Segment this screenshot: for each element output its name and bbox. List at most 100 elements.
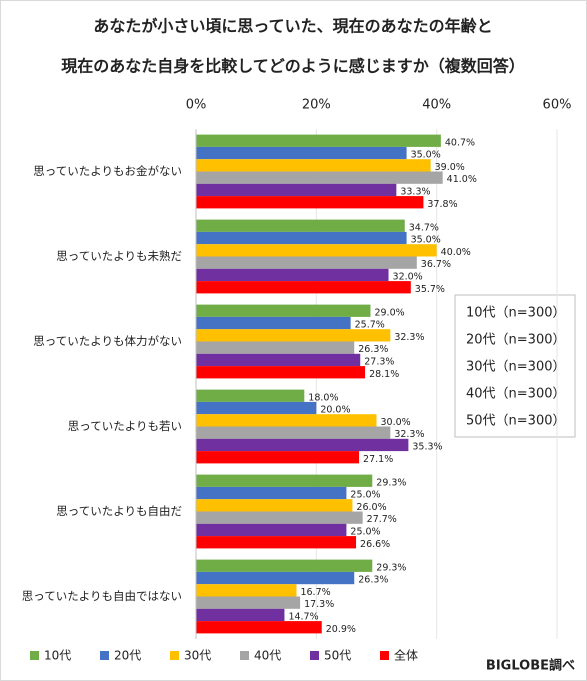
value-label: 27.7% xyxy=(367,514,397,525)
value-label: 32.3% xyxy=(394,332,424,343)
legend-label: 50代 xyxy=(324,649,351,663)
bar xyxy=(196,231,407,245)
bar xyxy=(196,571,355,585)
bar xyxy=(196,219,405,232)
bar xyxy=(196,486,347,500)
value-label: 35.7% xyxy=(415,284,445,295)
bar xyxy=(196,596,301,609)
value-label: 35.0% xyxy=(411,235,441,246)
bar xyxy=(196,196,424,209)
value-label: 35.0% xyxy=(411,150,441,161)
bar xyxy=(196,414,377,427)
legend-swatch xyxy=(380,651,389,660)
value-label: 41.0% xyxy=(447,174,477,185)
bar xyxy=(196,499,353,512)
value-label: 32.0% xyxy=(393,271,423,282)
x-tick-label: 40% xyxy=(422,98,451,113)
value-label: 34.7% xyxy=(409,222,439,233)
x-tick-label: 60% xyxy=(543,98,572,113)
bar xyxy=(196,183,397,197)
bar xyxy=(196,559,373,572)
bar xyxy=(196,511,363,524)
bar xyxy=(196,523,347,537)
sample-note-box xyxy=(454,294,576,438)
value-label: 29.3% xyxy=(376,477,406,488)
sample-note: 20代（n=300） xyxy=(466,333,566,348)
value-label: 29.3% xyxy=(376,562,406,573)
value-label: 17.3% xyxy=(304,599,334,610)
value-label: 25.0% xyxy=(350,526,380,537)
value-label: 36.7% xyxy=(421,259,451,270)
bar xyxy=(196,304,371,317)
value-label: 40.0% xyxy=(441,247,471,258)
category-label: 思っていたよりもお金がない xyxy=(33,164,182,178)
value-label: 25.0% xyxy=(350,490,380,501)
legend-swatch xyxy=(170,651,179,660)
sample-note: 30代（n=300） xyxy=(466,360,566,375)
sample-note: 10代（n=300） xyxy=(466,306,566,321)
bar xyxy=(196,426,391,439)
bar xyxy=(196,146,407,160)
value-label: 26.6% xyxy=(360,539,390,550)
legend-label: 40代 xyxy=(254,649,281,663)
value-label: 20.0% xyxy=(320,405,350,416)
bar xyxy=(196,341,355,354)
legend-label: 全体 xyxy=(394,648,418,663)
sample-note: 40代（n=300） xyxy=(466,387,566,402)
x-tick-label: 20% xyxy=(302,98,331,113)
legend-swatch xyxy=(30,651,39,660)
value-label: 40.7% xyxy=(445,137,475,148)
legend-swatch xyxy=(100,651,109,660)
value-label: 28.1% xyxy=(369,369,399,380)
bar xyxy=(196,134,441,147)
value-label: 37.8% xyxy=(427,199,457,210)
bar xyxy=(196,256,417,269)
legend-label: 30代 xyxy=(184,649,211,663)
legend-label: 20代 xyxy=(114,649,141,663)
bar xyxy=(196,608,285,622)
bar xyxy=(196,401,317,415)
bar xyxy=(196,353,361,367)
sample-note: 50代（n=300） xyxy=(466,414,566,429)
bar xyxy=(196,438,409,452)
value-label: 20.9% xyxy=(326,624,356,635)
bar xyxy=(196,244,437,257)
legend-swatch xyxy=(240,651,249,660)
bar xyxy=(196,159,431,172)
bar xyxy=(196,268,389,282)
chart-title: あなたが小さい頃に思っていた、現在のあなたの年齢と xyxy=(93,17,492,36)
bar xyxy=(196,171,443,184)
category-label: 思っていたよりも体力がない xyxy=(33,334,182,348)
bar xyxy=(196,536,357,549)
bar xyxy=(196,474,373,487)
bar xyxy=(196,621,322,634)
legend-label: 10代 xyxy=(44,649,71,663)
chart-title: 現在のあなた自身を比較してどのように感じますか（複数回答） xyxy=(61,57,525,76)
value-label: 27.3% xyxy=(364,356,394,367)
value-label: 39.0% xyxy=(435,162,465,173)
bar xyxy=(196,584,297,597)
value-label: 26.3% xyxy=(358,575,388,586)
value-label: 30.0% xyxy=(381,417,411,428)
bar xyxy=(196,329,391,342)
value-label: 16.7% xyxy=(300,587,330,598)
bar xyxy=(196,316,351,330)
bar xyxy=(196,389,305,402)
value-label: 35.3% xyxy=(412,441,442,452)
category-label: 思っていたよりも自由ではない xyxy=(22,589,182,603)
bar xyxy=(196,366,366,379)
value-label: 32.3% xyxy=(394,429,424,440)
source: BIGLOBE調べ xyxy=(486,658,575,674)
value-label: 25.7% xyxy=(355,320,385,331)
value-label: 18.0% xyxy=(308,392,338,403)
category-label: 思っていたよりも若い xyxy=(68,419,182,433)
value-label: 26.0% xyxy=(356,502,386,513)
value-label: 14.7% xyxy=(288,611,318,622)
value-label: 33.3% xyxy=(400,186,430,197)
bar xyxy=(196,281,411,294)
bar xyxy=(196,451,360,464)
legend-swatch xyxy=(310,651,319,660)
value-label: 26.3% xyxy=(358,344,388,355)
